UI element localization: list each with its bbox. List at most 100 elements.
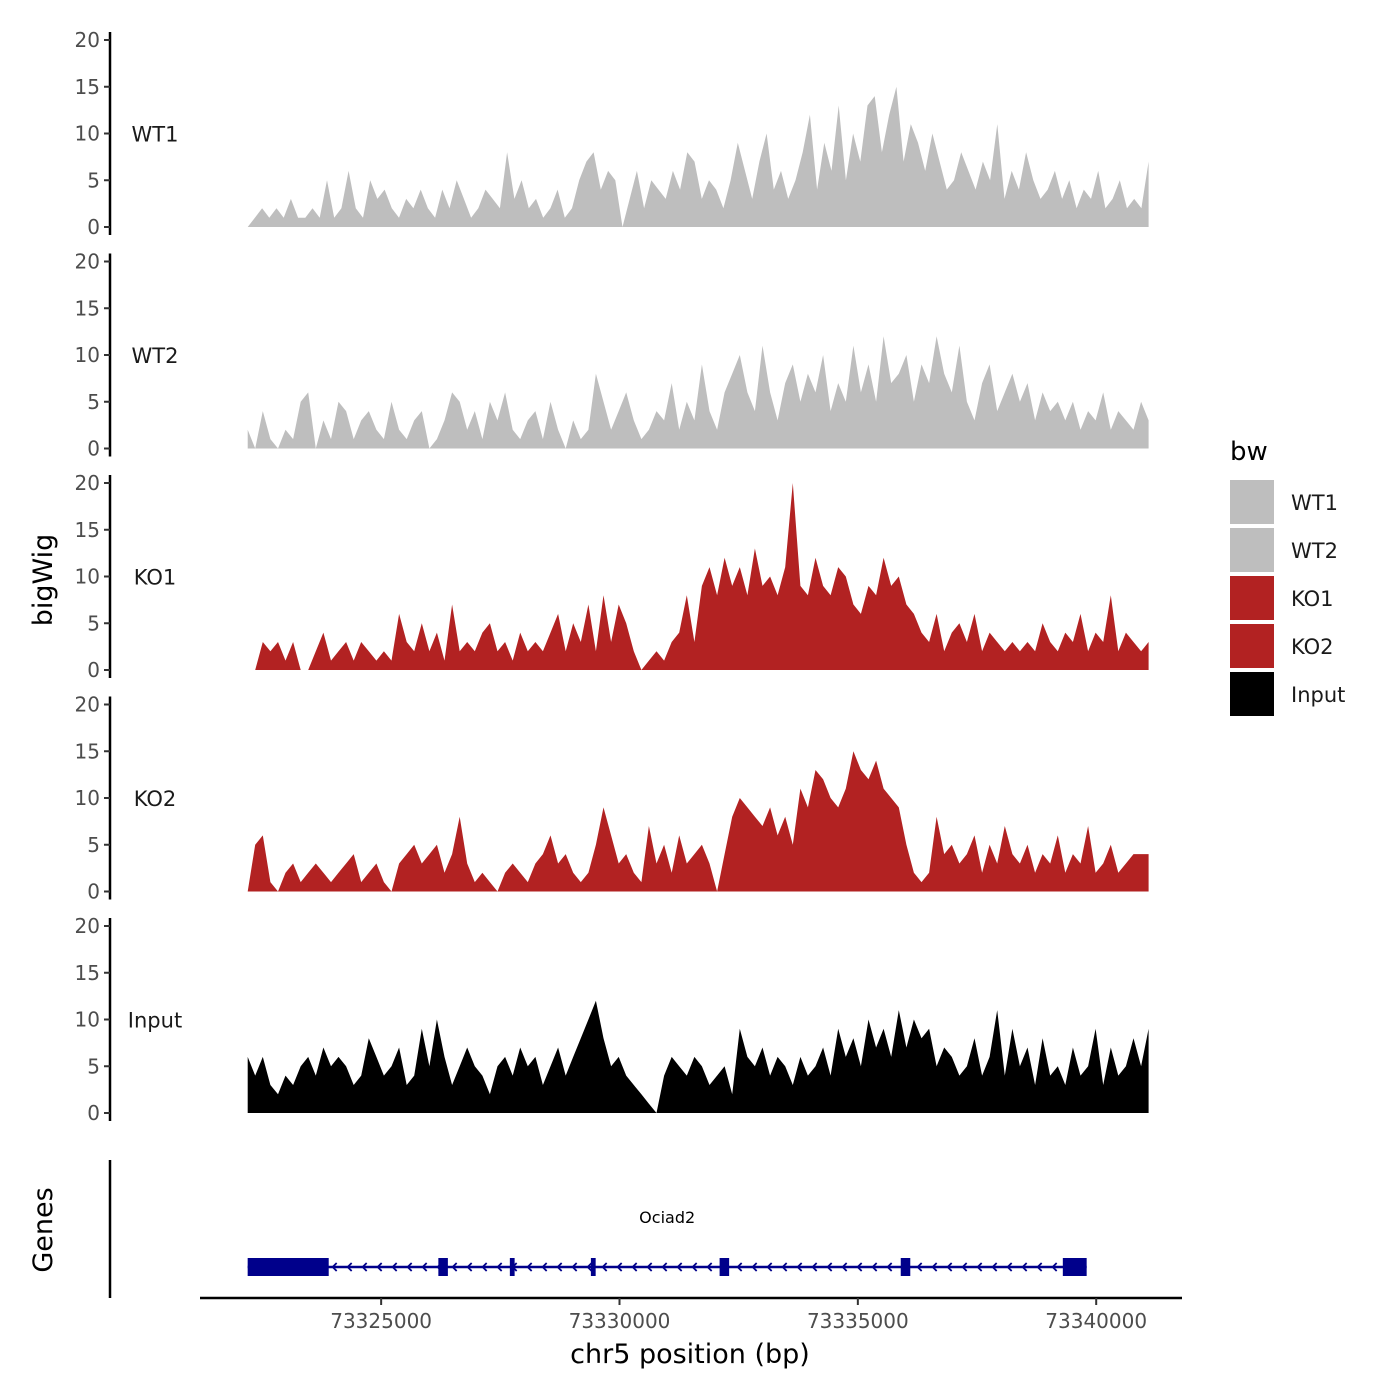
strand-chevron (976, 1262, 983, 1272)
track-label-wt1: WT1 (132, 123, 179, 147)
strand-chevron (466, 1262, 473, 1272)
y-tick-label: 5 (87, 168, 100, 192)
x-tick-label: 73340000 (1045, 1309, 1147, 1333)
y-tick-label: 0 (87, 880, 100, 904)
strand-chevron (541, 1262, 548, 1272)
legend-item-input: Input (1230, 672, 1345, 716)
track-input: 0 5 10 15 20 Input (75, 914, 1149, 1125)
strand-chevron (526, 1262, 533, 1272)
legend-label: KO2 (1291, 635, 1334, 659)
track-ko1: 0 5 10 15 20 KO1 (75, 471, 1149, 682)
gene-exon (438, 1258, 448, 1276)
strand-chevron (481, 1262, 488, 1272)
strand-chevron (991, 1262, 998, 1272)
legend-label: KO1 (1291, 587, 1334, 611)
y-tick-label: 5 (87, 1054, 100, 1078)
genes-axis-title: Genes (28, 1187, 59, 1272)
strand-chevron (826, 1262, 833, 1272)
legend-swatch (1230, 576, 1274, 620)
x-axis: 73325000 73330000 73335000 73340000 (200, 1296, 1182, 1333)
legend-swatch (1230, 528, 1274, 572)
strand-chevron (1006, 1262, 1013, 1272)
strand-chevron (331, 1262, 338, 1272)
y-tick-label: 20 (75, 914, 100, 938)
strand-chevron (496, 1262, 503, 1272)
strand-chevron (931, 1262, 938, 1272)
y-tick-label: 15 (75, 296, 100, 320)
y-tick-label: 15 (75, 518, 100, 542)
strand-chevron (871, 1262, 878, 1272)
strand-chevron (1036, 1262, 1043, 1272)
legend-item-wt1: WT1 (1230, 480, 1338, 524)
gene-exon (900, 1258, 911, 1276)
strand-chevron (961, 1262, 968, 1272)
strand-chevron (796, 1262, 803, 1272)
strand-chevron (586, 1262, 593, 1272)
track-label-input: Input (128, 1009, 182, 1033)
y-tick-label: 20 (75, 250, 100, 274)
x-axis-title: chr5 position (bp) (570, 1339, 810, 1370)
strand-chevron (1021, 1262, 1028, 1272)
strand-chevron (676, 1262, 683, 1272)
area-input (247, 1000, 1149, 1113)
legend-label: WT1 (1291, 491, 1338, 515)
gene-exon (1062, 1258, 1087, 1276)
strand-chevron (736, 1262, 743, 1272)
track-label-wt2: WT2 (132, 344, 179, 368)
track-ko2: 0 5 10 15 20 KO2 (75, 693, 1149, 904)
y-axis-title: bigWig (28, 534, 59, 627)
strand-chevron (571, 1262, 578, 1272)
strand-chevron (616, 1262, 623, 1272)
strand-chevron (346, 1262, 353, 1272)
strand-chevron (916, 1262, 923, 1272)
strand-chevron (646, 1262, 653, 1272)
strand-chevron (631, 1262, 638, 1272)
gene-exon (590, 1258, 596, 1276)
legend-swatch (1230, 672, 1274, 716)
legend-swatch (1230, 624, 1274, 668)
strand-chevron (601, 1262, 608, 1272)
y-tick-label: 0 (87, 658, 100, 682)
strand-chevron (556, 1262, 563, 1272)
strand-chevron (406, 1262, 413, 1272)
gene-exon (247, 1258, 329, 1276)
strand-chevron (751, 1262, 758, 1272)
strand-chevron (946, 1262, 953, 1272)
track-wt1: 0 5 10 15 20 WT1 (75, 28, 1149, 239)
gene-name-label: Ociad2 (639, 1208, 695, 1227)
y-tick-label: 15 (75, 739, 100, 763)
gene-exon (509, 1258, 515, 1276)
strand-chevron (361, 1262, 368, 1272)
strand-chevron (1051, 1262, 1058, 1272)
legend-item-wt2: WT2 (1230, 528, 1338, 572)
area-ko2 (247, 751, 1149, 892)
strand-chevron (886, 1262, 893, 1272)
y-tick-label: 0 (87, 1101, 100, 1125)
legend: bw WT1 WT2 KO1 KO2 Input (1230, 437, 1345, 716)
strand-chevron (391, 1262, 398, 1272)
strand-chevron (781, 1262, 788, 1272)
y-tick-label: 15 (75, 75, 100, 99)
y-tick-label: 5 (87, 611, 100, 635)
x-tick-label: 73330000 (569, 1309, 671, 1333)
gene-panel: Ociad2 (108, 1160, 1087, 1298)
x-tick-label: 73335000 (807, 1309, 909, 1333)
area-wt1 (247, 86, 1149, 227)
y-tick-label: 10 (75, 1008, 100, 1032)
y-tick-label: 10 (75, 122, 100, 146)
legend-title: bw (1230, 437, 1268, 467)
legend-item-ko1: KO1 (1230, 576, 1334, 620)
y-tick-label: 0 (87, 437, 100, 461)
y-tick-label: 10 (75, 565, 100, 589)
legend-swatch (1230, 480, 1274, 524)
legend-item-ko2: KO2 (1230, 624, 1334, 668)
strand-chevron (766, 1262, 773, 1272)
strand-chevron (661, 1262, 668, 1272)
strand-chevron (811, 1262, 818, 1272)
y-tick-label: 20 (75, 28, 100, 52)
strand-chevron (856, 1262, 863, 1272)
gene-exon (719, 1258, 730, 1276)
track-label-ko2: KO2 (134, 787, 177, 811)
strand-chevron (451, 1262, 458, 1272)
